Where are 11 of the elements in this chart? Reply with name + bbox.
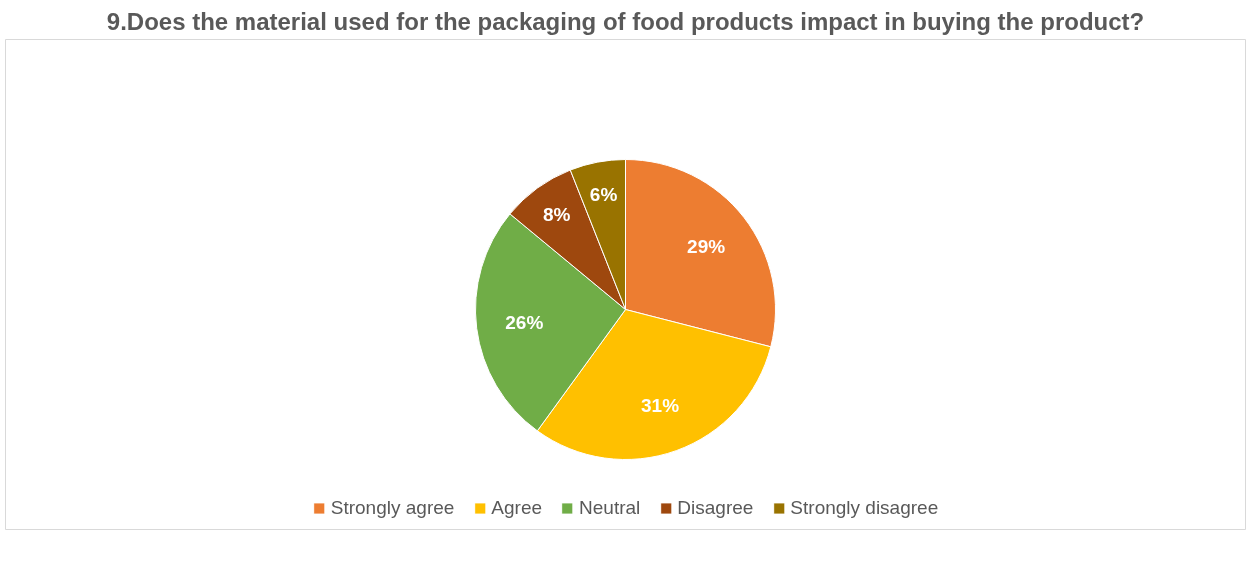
chart-title: 9.Does the material used for the packaging of food products impact in buying the product? [106,7,1145,35]
legend-label: Strongly agree [330,497,455,519]
legend-label: Strongly disagree [790,497,939,519]
data-label: 8% [543,204,571,226]
data-label: 29% [687,236,726,258]
data-label: 6% [589,184,618,206]
legend-label: Neutral [579,497,641,519]
legend-label: Disagree [677,497,754,519]
legend-label: Agree [491,497,543,519]
data-label: 31% [641,394,680,416]
data-label: 26% [505,311,544,333]
